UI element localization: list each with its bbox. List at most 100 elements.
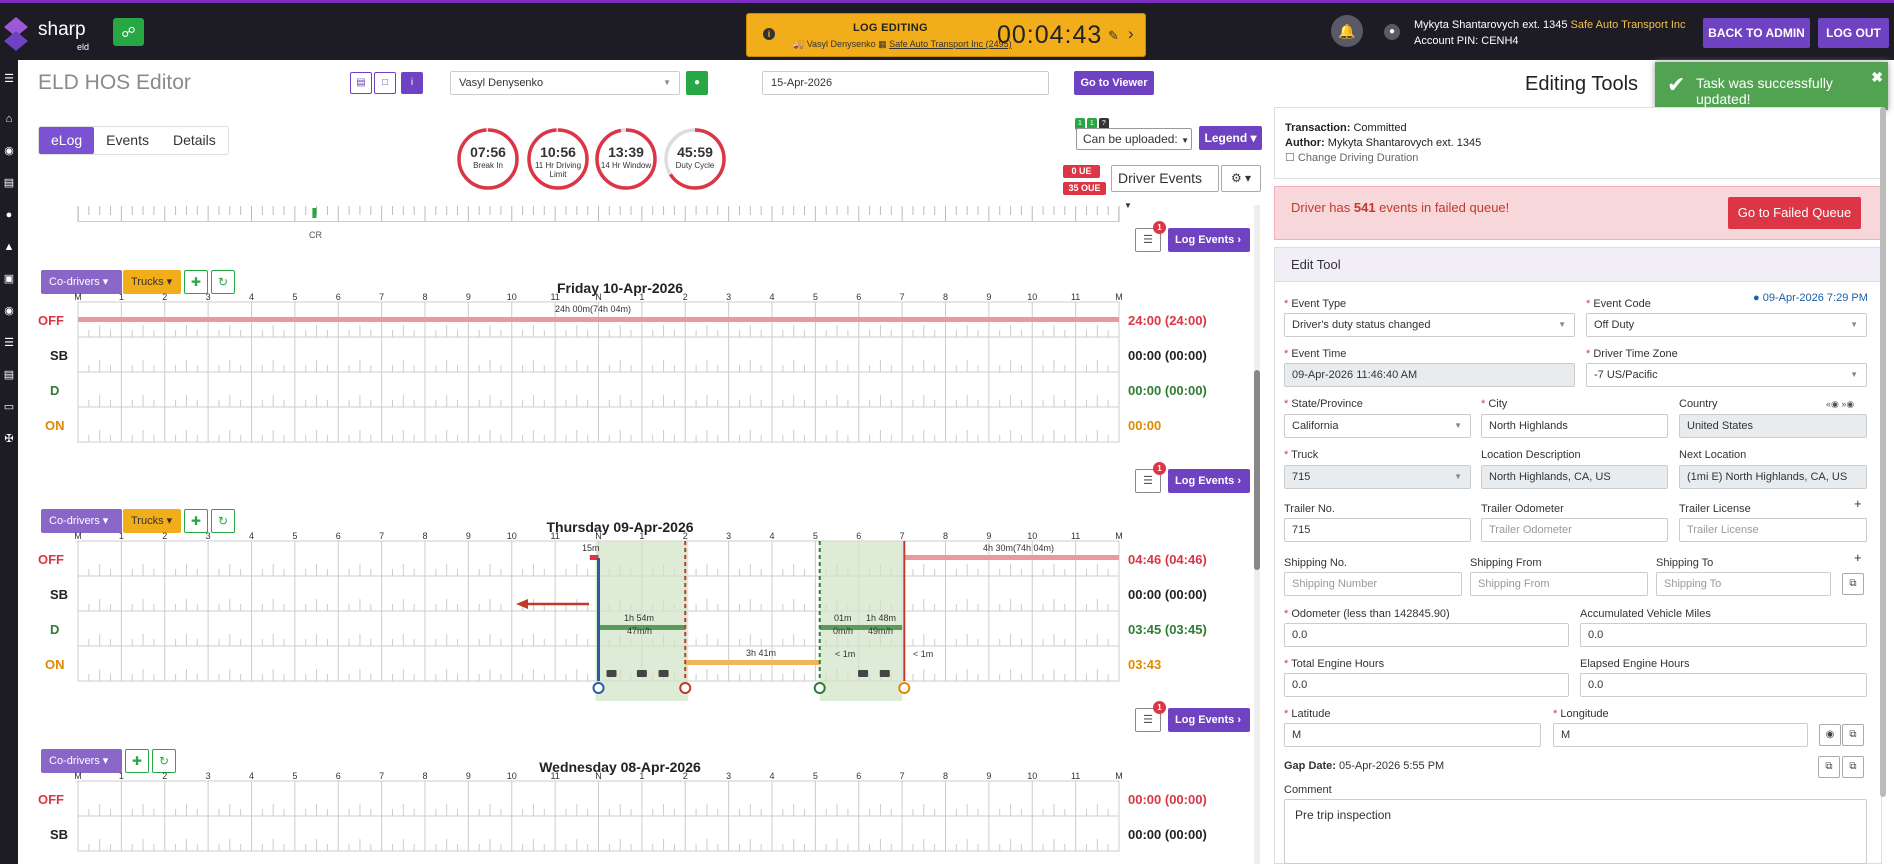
copy-icon[interactable]: ⧉ [1842, 573, 1864, 595]
codrivers-dropdown[interactable]: Co-drivers ▾ [41, 509, 122, 533]
hour-label: 2 [682, 771, 688, 781]
list-icon[interactable]: ☰ [4, 337, 14, 349]
go-to-viewer-button[interactable]: Go to Viewer [1074, 71, 1154, 95]
users-icon[interactable]: ● [5, 209, 13, 221]
latitude-input[interactable]: M [1284, 723, 1541, 747]
add-event-icon[interactable]: ✚ [125, 749, 149, 773]
add-trailer-icon[interactable]: + [1854, 496, 1862, 511]
edit-icon[interactable]: ✎ [1108, 28, 1119, 43]
gauge-0: 07:56 Break In [456, 127, 520, 191]
event-time-input[interactable]: 09-Apr-2026 11:46:40 AM [1284, 363, 1575, 387]
info-icon[interactable]: i [401, 72, 423, 94]
copy-icon[interactable]: □ [374, 72, 396, 94]
next-location-input[interactable]: (1mi E) North Highlands, CA, US [1679, 465, 1867, 489]
shipping-from-input[interactable]: Shipping From [1470, 572, 1648, 596]
document-icon[interactable]: ▤ [350, 72, 372, 94]
comments-button[interactable]: ☰ 1 [1135, 701, 1166, 732]
id-card-icon[interactable]: ▣ [3, 273, 15, 285]
chevron-down-icon: ▼ [1124, 201, 1132, 210]
globe-icon[interactable]: ◉ [4, 145, 14, 157]
timezone-select[interactable]: -7 US/Pacific ▼ [1586, 363, 1867, 387]
gauge-ring [595, 128, 657, 190]
engine-hours-input[interactable]: 0.0 [1284, 673, 1569, 697]
document-icon[interactable]: ▤ [3, 177, 15, 189]
logo[interactable]: sharp eld [4, 15, 92, 55]
add-shipping-icon[interactable]: + [1854, 550, 1862, 565]
codrivers-dropdown[interactable]: Co-drivers ▾ [41, 270, 122, 294]
tab-elog[interactable]: eLog [39, 127, 95, 154]
trailer-license-input[interactable]: Trailer License [1679, 518, 1867, 542]
refresh-icon[interactable]: ↻ [211, 509, 235, 533]
event-type-label: * Event Type [1284, 298, 1347, 310]
hour-label: 10 [1027, 771, 1038, 781]
network-icon[interactable]: ✠ [4, 433, 14, 445]
tab-details[interactable]: Details [172, 132, 216, 148]
settings-dropdown[interactable]: ⚙ ▾ [1221, 165, 1261, 192]
monitor-icon[interactable]: ▭ [3, 401, 15, 413]
driver-select[interactable]: Vasyl Denysenko ▼ [450, 71, 680, 95]
log-editing-banner[interactable]: i LOG EDITING 🚚 Vasyl Denysenko ▦ Safe A… [746, 13, 1146, 57]
menu-icon[interactable]: ☰ [4, 73, 14, 85]
date-input[interactable]: 15-Apr-2026 [762, 71, 1049, 95]
event-type-select[interactable]: Driver's duty status changed ▼ [1284, 313, 1575, 337]
driver-events-select[interactable]: Driver Events ▼ [1111, 165, 1219, 210]
legend-button[interactable]: Legend ▾ [1199, 126, 1262, 150]
log-events-button[interactable]: Log Events › [1168, 708, 1250, 732]
chart-scrollbar-thumb[interactable] [1254, 370, 1260, 570]
comment-textarea[interactable]: Pre trip inspection [1284, 799, 1867, 864]
codrivers-dropdown[interactable]: Co-drivers ▾ [41, 749, 122, 773]
bell-icon[interactable]: 🔔 [1331, 15, 1363, 47]
help-badge[interactable]: ? [1098, 118, 1109, 130]
trucks-dropdown[interactable]: Trucks ▾ [123, 509, 181, 533]
trailer-odometer-input[interactable]: Trailer Odometer [1481, 518, 1668, 542]
map-pin-icon[interactable]: ◉ [1819, 724, 1841, 746]
elapsed-hours-input[interactable]: 0.0 [1580, 673, 1867, 697]
account-pin: Account PIN: CENH4 [1414, 35, 1519, 47]
paste-icon[interactable]: ⧉ [1842, 756, 1864, 778]
close-icon[interactable]: ✖ [1871, 69, 1883, 85]
location-arrows-icon[interactable]: «◉ »◉ [1826, 399, 1855, 409]
can-be-uploaded-select[interactable]: Can be uploaded: ▼ [1076, 128, 1192, 150]
trucks-dropdown[interactable]: Trucks ▾ [123, 270, 181, 294]
copy-icon[interactable]: ⧉ [1818, 756, 1840, 778]
event-code-select[interactable]: Off Duty ▼ [1586, 313, 1867, 337]
success-toast[interactable]: ✔ Task was successfully updated! ✖ [1655, 62, 1888, 110]
back-to-admin-button[interactable]: BACK TO ADMIN [1703, 18, 1810, 48]
chevron-right-icon[interactable]: › [1128, 24, 1134, 43]
longitude-input[interactable]: M [1553, 723, 1808, 747]
user-icon: ● [1384, 24, 1400, 40]
acc-miles-input[interactable]: 0.0 [1580, 623, 1867, 647]
refresh-icon[interactable]: ↻ [152, 749, 176, 773]
go-to-failed-queue-button[interactable]: Go to Failed Queue [1728, 197, 1861, 229]
truck-select[interactable]: 715 ▼ [1284, 465, 1471, 489]
handshake-icon[interactable]: ☍ [113, 18, 144, 46]
add-event-icon[interactable]: ✚ [184, 509, 208, 533]
driver-user-icon[interactable]: ● [686, 71, 708, 95]
state-select[interactable]: California ▼ [1284, 414, 1471, 438]
shipping-number-input[interactable]: Shipping Number [1284, 572, 1462, 596]
shipping-to-input[interactable]: Shipping To [1656, 572, 1831, 596]
log-events-button[interactable]: Log Events › [1168, 228, 1250, 252]
panel-scrollbar[interactable] [1880, 107, 1886, 797]
odometer-input[interactable]: 0.0 [1284, 623, 1569, 647]
author-name: Mykyta Shantarovych ext. 1345 [1327, 137, 1482, 149]
logout-button[interactable]: LOG OUT [1818, 18, 1889, 48]
refresh-icon[interactable]: ↻ [211, 270, 235, 294]
add-event-icon[interactable]: ✚ [184, 270, 208, 294]
log-events-button[interactable]: Log Events › [1168, 469, 1250, 493]
card-icon[interactable]: ▤ [3, 369, 15, 381]
tab-events[interactable]: Events [106, 132, 149, 148]
trailer-no-input[interactable]: 715 [1284, 518, 1471, 542]
comment-label: Comment [1284, 784, 1332, 796]
country-input[interactable]: United States [1679, 414, 1867, 438]
bell-icon[interactable]: ▲ [3, 241, 15, 253]
location-icon[interactable]: ◉ [4, 305, 14, 317]
location-description-input[interactable]: North Highlands, CA, US [1481, 465, 1668, 489]
comments-button[interactable]: ☰ 1 [1135, 462, 1166, 493]
city-input[interactable]: North Highlands [1481, 414, 1668, 438]
change-driving-checkbox[interactable]: ☐ Change Driving Duration [1285, 152, 1419, 164]
paste-icon[interactable]: ⧉ [1842, 724, 1864, 746]
home-icon[interactable]: ⌂ [5, 113, 13, 125]
comments-button[interactable]: ☰ 1 [1135, 221, 1166, 252]
hour-label: 3 [205, 531, 211, 541]
